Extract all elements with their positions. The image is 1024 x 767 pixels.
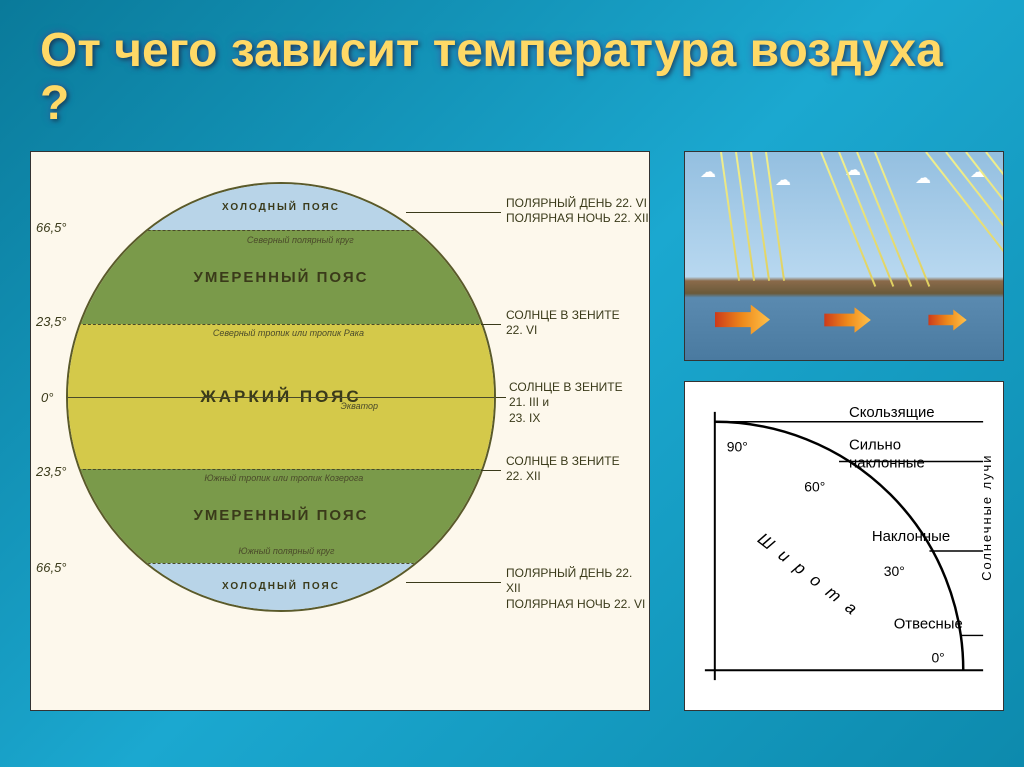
callout-text: СОЛНЦЕ В ЗЕНИТЕ 21. III и [509, 380, 639, 411]
degree-label: 66,5° [36, 560, 67, 575]
callout-zenith-s: СОЛНЦЕ В ЗЕНИТЕ 22. XII [506, 454, 626, 485]
ray-group-vertical [710, 152, 790, 287]
label-skolz: Скользящие [849, 404, 935, 420]
callout-line [496, 397, 506, 398]
label-silno2: наклонные [849, 455, 925, 471]
ray-group-inclined [810, 152, 890, 287]
callout-line [406, 212, 501, 213]
lat-tropic-n [68, 324, 494, 325]
callout-line [481, 470, 501, 471]
lat-text: Северный полярный круг [247, 235, 354, 245]
globe-circle: ХОЛОДНЫЙ ПОЯС УМЕРЕННЫЙ ПОЯС ЖАРКИЙ ПОЯС… [66, 182, 496, 612]
ray-angle-diagram: 90° 60° 30° 0° Скользящие Сильно наклонн… [684, 381, 1004, 711]
degree-label: 66,5° [36, 220, 67, 235]
lat-text: Южный тропик или тропик Козерога [204, 473, 363, 483]
degree-label: 0° [41, 390, 53, 405]
label-shirota: Ш и р о т а [754, 529, 863, 620]
callout-line [406, 582, 501, 583]
lat-polar-n [68, 230, 494, 231]
callout-text: ПОЛЯРНЫЙ ДЕНЬ 22. XII [506, 566, 649, 597]
callout-zenith-eq: СОЛНЦЕ В ЗЕНИТЕ 21. III и 23. IX [509, 380, 639, 427]
sun-rays-diagram: ☁ ☁ ☁ ☁ ☁ [684, 151, 1004, 361]
deg-90: 90° [727, 438, 748, 454]
zone-label: ХОЛОДНЫЙ ПОЯС [222, 581, 340, 592]
callout-polar-n: ПОЛЯРНЫЙ ДЕНЬ 22. VI ПОЛЯРНАЯ НОЧЬ 22. X… [506, 196, 649, 227]
zone-label: УМЕРЕННЫЙ ПОЯС [193, 269, 368, 286]
label-otves: Отвесные [894, 616, 963, 632]
callout-polar-s: ПОЛЯРНЫЙ ДЕНЬ 22. XII ПОЛЯРНАЯ НОЧЬ 22. … [506, 566, 649, 613]
lat-polar-s [68, 563, 494, 564]
callout-text: 23. IX [509, 411, 639, 427]
zone-label: УМЕРЕННЫЙ ПОЯС [193, 507, 368, 524]
callout-zenith-n: СОЛНЦЕ В ЗЕНИТЕ 22. VI [506, 308, 626, 339]
lat-text: Экватор [341, 401, 378, 411]
zone-cold-south: ХОЛОДНЫЙ ПОЯС [68, 563, 494, 610]
label-naklon: Наклонные [872, 529, 950, 545]
lat-text: Южный полярный круг [238, 546, 334, 556]
callout-text: ПОЛЯРНАЯ НОЧЬ 22. XII [506, 211, 649, 227]
angle-svg: 90° 60° 30° 0° Скользящие Сильно наклонн… [685, 382, 1003, 710]
callout-text: ПОЛЯРНАЯ НОЧЬ 22. VI [506, 597, 649, 613]
ray-group-grazing [910, 152, 990, 287]
callout-text: СОЛНЦЕ В ЗЕНИТЕ 22. XII [506, 454, 626, 485]
content-area: ХОЛОДНЫЙ ПОЯС УМЕРЕННЫЙ ПОЯС ЖАРКИЙ ПОЯС… [0, 141, 1024, 741]
zone-label: ХОЛОДНЫЙ ПОЯС [222, 202, 340, 213]
callout-line [481, 324, 501, 325]
slide-title: От чего зависит температура воздуха ? [0, 0, 1024, 141]
deg-60: 60° [804, 478, 825, 494]
degree-label: 23,5° [36, 464, 67, 479]
heat-arrow-small [928, 309, 967, 330]
lat-text: Северный тропик или тропик Рака [213, 328, 364, 338]
lat-tropic-s [68, 469, 494, 470]
heat-arrow-large [715, 305, 770, 335]
label-sun-rays: Солнечные лучи [979, 453, 994, 580]
deg-0: 0° [931, 649, 944, 665]
degree-label: 23,5° [36, 314, 67, 329]
globe-diagram: ХОЛОДНЫЙ ПОЯС УМЕРЕННЫЙ ПОЯС ЖАРКИЙ ПОЯС… [30, 151, 650, 711]
deg-30: 30° [884, 562, 905, 578]
callout-text: СОЛНЦЕ В ЗЕНИТЕ 22. VI [506, 308, 626, 339]
callout-text: ПОЛЯРНЫЙ ДЕНЬ 22. VI [506, 196, 649, 212]
label-silno: Сильно [849, 437, 901, 453]
zone-cold-north: ХОЛОДНЫЙ ПОЯС [68, 184, 494, 231]
heat-arrow-medium [824, 307, 871, 333]
lat-equator [68, 397, 494, 398]
